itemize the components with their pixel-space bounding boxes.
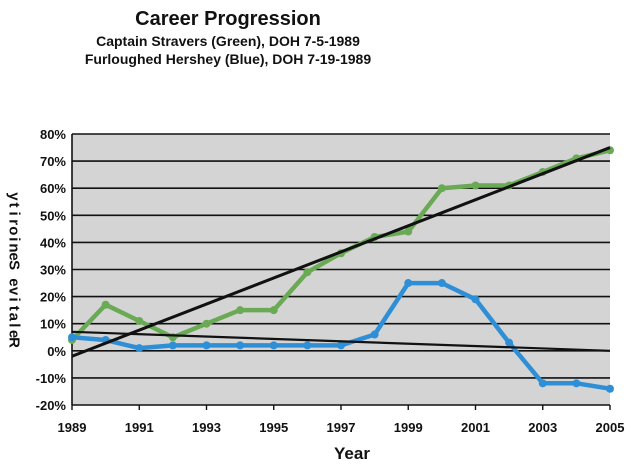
blue-series-point [572,379,581,388]
x-tick-label: 2005 [596,420,625,435]
blue-series-point [236,341,245,350]
chart-title: Career Progression [135,8,321,30]
y-tick-label: 20% [40,290,66,305]
plot-area: -20% -10% 0% 10% 20% 30% 40% 50% 60% 70% 80% 1989 19… [36,127,625,435]
y-axis-title-letter: o [6,226,23,235]
x-axis-title: Year [334,444,370,463]
green-series-point [236,306,245,315]
y-tick-label: 0% [47,344,66,359]
blue-series-point [135,344,144,353]
y-tick-label: 30% [40,263,66,278]
x-tick-label: 1989 [58,420,87,435]
blue-series-point [269,341,278,350]
y-axis-title-letter: t [6,203,23,208]
blue-series-point [168,341,177,350]
x-tick-label: 1995 [259,420,288,435]
y-tick-label: 80% [40,127,66,142]
blue-series-point [370,330,379,339]
y-tick-label: 40% [40,235,66,250]
chart-subtitle-line-2: Furloughed Hershey (Blue), DOH 7-19-1989 [85,51,372,67]
blue-series-point [404,279,413,288]
chart-title-group: Career Progression Captain Stravers (Gre… [85,8,372,67]
x-tick-label: 1999 [394,420,423,435]
trendline-2 [71,330,611,352]
y-axis-title-letter: l [6,323,23,327]
y-axis-title-letter: y [6,192,23,201]
y-axis-title-letter: n [6,243,23,252]
green-series-point [202,319,211,328]
blue-series-point [505,338,514,347]
x-tick-label: 2003 [528,420,557,435]
y-axis-title-letter: i [6,212,23,216]
x-tick-label: 1991 [125,420,154,435]
y-axis-title-letter: i [6,298,23,302]
y-axis-title-letter: e [6,252,23,260]
y-axis-title-letter: S [6,260,23,270]
y-tick-label: 10% [40,317,66,332]
x-tick-label: 1993 [192,420,221,435]
blue-series-point [538,379,547,388]
y-axis-title-letter: r [6,219,23,225]
y-axis-title-letter: e [6,330,23,338]
x-tick-label: 2001 [461,420,490,435]
y-axis-title-letter: e [6,278,23,286]
y-axis-title-letter: R [6,337,23,348]
y-tick-label: 50% [40,208,66,223]
blue-series-point [437,279,446,288]
blue-series-point [68,333,76,342]
green-series-point [471,181,480,190]
blue-series-point [202,341,211,350]
y-axis-title-letter: v [6,287,23,296]
y-tick-label: -10% [36,371,67,386]
y-tick-label: 70% [40,154,66,169]
blue-series-point [337,341,345,350]
green-series-point [437,184,446,193]
y-axis-title-letter: t [6,306,23,311]
green-series-point [404,227,413,236]
y-tick-label: -20% [36,398,67,413]
green-series-point [101,300,110,309]
chart-subtitle-line-1: Captain Stravers (Green), DOH 7-5-1989 [96,33,360,49]
trendline-1 [71,146,611,358]
x-tick-label: 1997 [327,420,356,435]
blue-series-point [303,341,312,350]
blue-series-point [606,384,614,393]
green-series-point [303,268,312,277]
y-axis-title-letter: a [6,313,23,322]
y-axis-title-letter: i [6,237,23,241]
green-series-point [135,316,144,325]
blue-series-point [471,295,480,304]
green-series-point [269,306,278,315]
y-tick-label: 60% [40,181,66,196]
